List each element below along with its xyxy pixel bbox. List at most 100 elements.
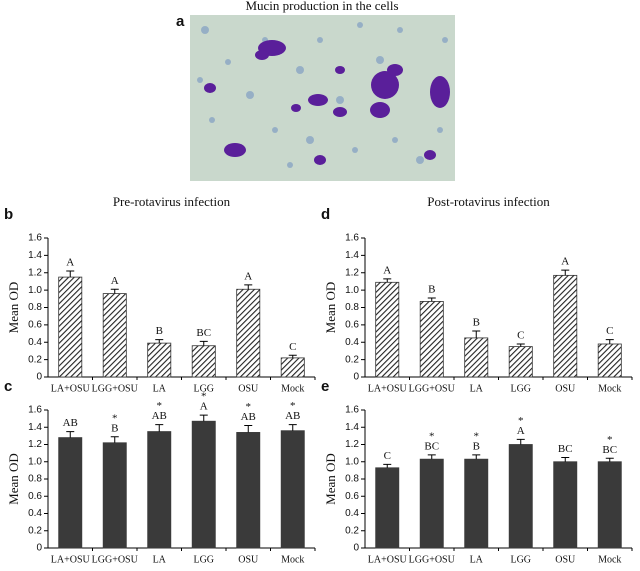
y-tick-label: 0.8: [345, 474, 359, 485]
significance-letter: BC: [558, 443, 573, 455]
bar: [147, 431, 172, 549]
panel-label: c: [4, 378, 12, 395]
error-bar: [427, 297, 436, 302]
chart-title: Pre-rotavirus infection: [113, 194, 231, 209]
significance-star: *: [518, 415, 524, 427]
x-tick-label: LA: [153, 383, 167, 394]
bar: [419, 301, 444, 378]
error-bar: [110, 436, 119, 443]
y-axis-label: Mean OD: [6, 282, 21, 334]
x-tick-label: Mock: [598, 554, 621, 565]
bar: [280, 430, 305, 549]
y-tick-label: 0.6: [28, 320, 42, 331]
bar: [419, 458, 444, 549]
x-tick-label: OSU: [238, 554, 259, 565]
significance-letter: A: [517, 425, 525, 437]
bar: [236, 288, 261, 378]
y-tick-label: 1.2: [28, 439, 42, 450]
significance-star: *: [607, 434, 613, 446]
y-tick-label: 0.6: [345, 491, 359, 502]
x-tick-label: LGG+OSU: [92, 383, 139, 394]
y-tick-label: 0.2: [28, 354, 42, 365]
y-tick-label: 0.4: [345, 337, 359, 348]
error-bar: [561, 269, 570, 276]
error-bar: [110, 288, 119, 294]
y-tick-label: 1.2: [28, 267, 42, 278]
y-tick-label: 0: [36, 543, 42, 554]
x-tick-label: LGG: [510, 383, 531, 394]
significance-letter: AB: [241, 411, 256, 423]
significance-letter: A: [111, 275, 119, 287]
bar: [375, 467, 400, 549]
panel-label: d: [321, 206, 330, 223]
y-tick-label: 0.4: [28, 337, 42, 348]
significance-star: *: [157, 400, 163, 412]
bar: [464, 337, 489, 378]
y-tick-label: 1.6: [345, 233, 359, 244]
bar: [58, 276, 83, 378]
error-bar: [472, 454, 481, 460]
y-tick-label: 0.8: [28, 302, 42, 313]
significance-letter: BC: [196, 327, 211, 339]
bar: [508, 444, 533, 549]
y-tick-label: 0.8: [28, 474, 42, 485]
y-tick-label: 0.4: [345, 508, 359, 519]
bar: [102, 293, 127, 378]
x-tick-label: LGG: [193, 383, 214, 394]
bar: [553, 461, 578, 549]
y-tick-label: 1.6: [28, 405, 42, 416]
error-bar: [66, 431, 75, 438]
bar: [553, 274, 578, 378]
bar: [464, 458, 489, 549]
significance-letter: BC: [602, 444, 617, 456]
significance-star: *: [429, 430, 435, 442]
x-tick-label: Mock: [281, 554, 304, 565]
y-tick-label: 1.4: [28, 250, 42, 261]
y-tick-label: 0.2: [345, 354, 359, 365]
y-tick-label: 1.0: [28, 285, 42, 296]
x-tick-label: LA+OSU: [51, 554, 91, 565]
significance-star: *: [112, 412, 118, 424]
significance-star: *: [290, 400, 296, 412]
error-bar: [605, 457, 614, 462]
error-bar: [155, 339, 164, 344]
x-tick-label: LGG+OSU: [409, 383, 456, 394]
x-tick-label: LGG+OSU: [409, 554, 456, 565]
error-bar: [516, 438, 525, 445]
x-tick-label: OSU: [238, 383, 259, 394]
significance-letter: A: [66, 257, 74, 269]
y-tick-label: 0.8: [345, 302, 359, 313]
error-bar: [199, 340, 208, 346]
error-bar: [516, 343, 525, 347]
significance-letter: B: [473, 440, 480, 452]
error-bar: [605, 339, 614, 344]
y-tick-label: 1.0: [28, 456, 42, 467]
bar: [191, 420, 216, 549]
error-bar: [244, 425, 253, 433]
x-tick-label: LGG: [193, 554, 214, 565]
error-bar: [199, 414, 208, 422]
significance-letter: A: [200, 401, 208, 413]
significance-letter: AB: [285, 410, 300, 422]
x-tick-label: OSU: [555, 554, 576, 565]
y-tick-label: 1.0: [345, 285, 359, 296]
significance-letter: C: [384, 450, 391, 462]
x-tick-label: LA: [470, 383, 484, 394]
error-bar: [66, 270, 75, 278]
bar: [508, 346, 533, 378]
error-bar: [383, 278, 392, 283]
significance-star: *: [474, 430, 480, 442]
x-tick-label: Mock: [281, 383, 304, 394]
error-bar: [288, 424, 297, 431]
error-bar: [244, 284, 253, 290]
significance-letter: A: [383, 264, 391, 276]
panel-label: b: [4, 206, 13, 223]
bar: [280, 357, 305, 378]
y-axis-label: Mean OD: [6, 453, 21, 505]
significance-letter: B: [473, 316, 480, 328]
x-tick-label: LA+OSU: [368, 554, 408, 565]
bar: [102, 442, 127, 549]
significance-letter: BC: [424, 440, 439, 452]
y-tick-label: 0.2: [345, 525, 359, 536]
